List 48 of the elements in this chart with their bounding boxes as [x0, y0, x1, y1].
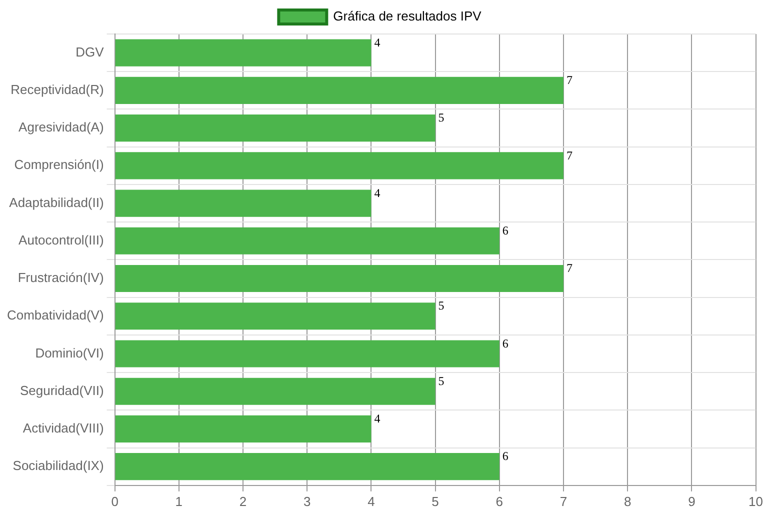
data-label: 5 — [438, 374, 444, 388]
x-tick-label: 5 — [432, 494, 439, 509]
data-label: 7 — [566, 261, 572, 276]
data-label: 5 — [438, 298, 444, 313]
data-label: 7 — [566, 148, 572, 162]
x-tick-label: 0 — [111, 494, 118, 509]
y-tick-label: Frustración(IV) — [18, 270, 104, 286]
y-tick-label: Receptividad(R) — [10, 82, 104, 98]
y-tick-label: Actividad(VIII) — [22, 420, 104, 436]
legend-label: Gráfica de resultados IPV — [333, 8, 482, 24]
x-tick-label: 9 — [688, 494, 696, 509]
y-tick-label: Seguridad(VII) — [20, 382, 104, 398]
data-label: 7 — [566, 73, 572, 88]
x-tick-label: 4 — [368, 494, 375, 509]
bar — [115, 152, 564, 180]
bar — [115, 190, 372, 217]
bar — [115, 39, 372, 66]
y-tick-label: Comprensión(I) — [14, 157, 104, 172]
bar — [115, 264, 564, 292]
bar — [115, 227, 500, 254]
data-label: 5 — [438, 110, 444, 125]
data-label: 4 — [374, 186, 380, 200]
bar — [115, 302, 436, 330]
data-label: 4 — [374, 35, 380, 50]
x-tick-label: 2 — [239, 494, 247, 509]
bar — [115, 76, 564, 104]
data-label: 6 — [502, 224, 508, 238]
y-tick-label: DGV — [76, 44, 104, 60]
x-tick-label: 10 — [748, 494, 764, 509]
bar — [115, 114, 436, 142]
x-tick-label: 3 — [303, 494, 311, 509]
y-tick-label: Autocontrol(III) — [18, 232, 104, 248]
x-tick-label: 6 — [496, 494, 504, 509]
bar — [115, 415, 372, 443]
bar — [115, 453, 500, 480]
y-tick-label: Combatividad(V) — [6, 308, 104, 323]
data-label: 4 — [374, 412, 380, 426]
data-label: 6 — [502, 449, 508, 464]
y-tick-label: Adaptabilidad(II) — [9, 194, 104, 210]
y-tick-label: Dominio(VI) — [35, 345, 104, 360]
bar — [115, 340, 500, 368]
x-tick-label: 1 — [175, 494, 183, 509]
y-tick-label: Sociabilidad(IX) — [12, 458, 104, 474]
x-tick-label: 8 — [624, 494, 632, 509]
y-tick-label: Agresividad(A) — [18, 120, 104, 135]
bar — [115, 378, 436, 405]
data-label: 6 — [502, 336, 508, 350]
x-tick-label: 7 — [560, 494, 568, 509]
